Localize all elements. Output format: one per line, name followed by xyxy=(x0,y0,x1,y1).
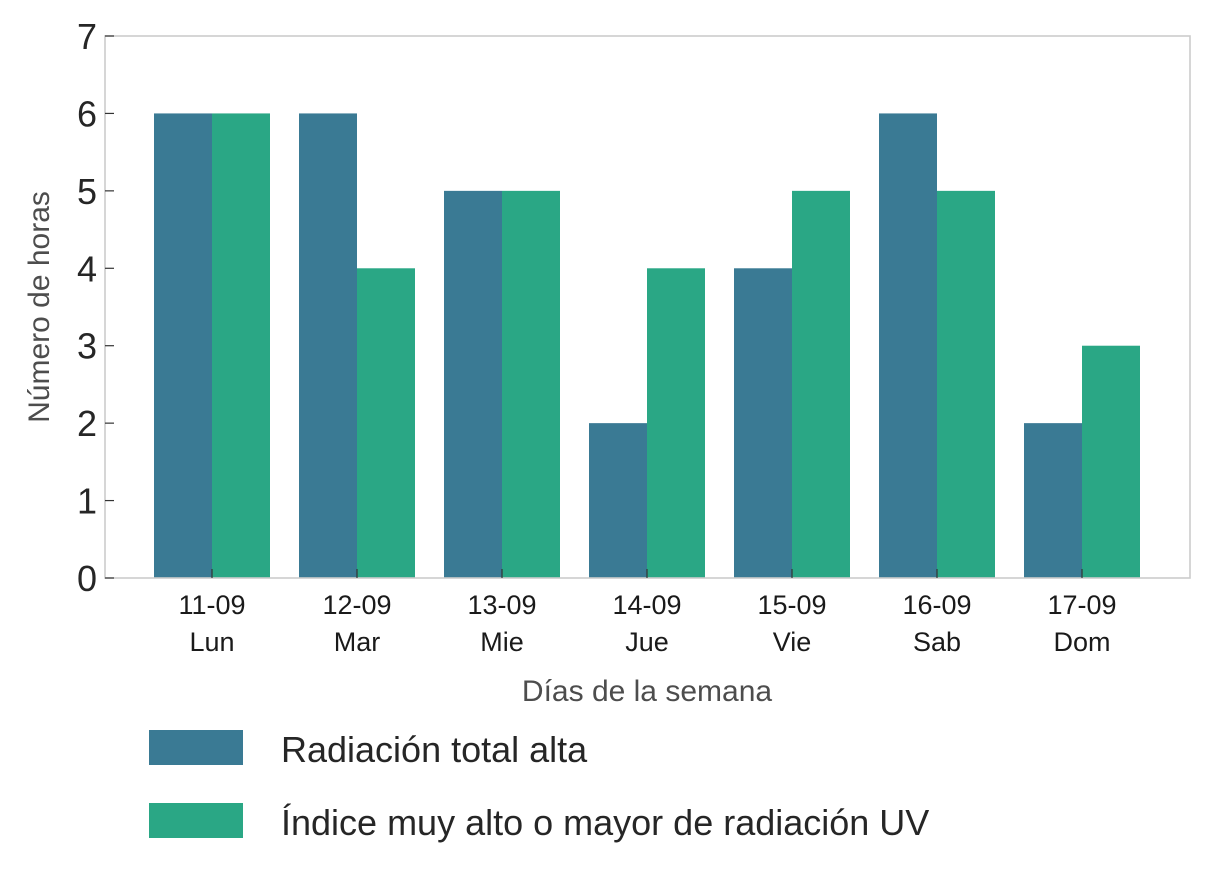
y-tick-label: 3 xyxy=(77,326,97,367)
bar-16-09-series-1 xyxy=(937,190,995,578)
legend: Radiación total alta Índice muy alto o ma… xyxy=(149,729,929,843)
legend-swatch xyxy=(149,803,243,838)
bar-15-09-series-0 xyxy=(734,268,792,578)
bar-15-09-series-1 xyxy=(792,190,850,578)
x-tick-label-day: Dom xyxy=(1053,627,1110,657)
bar-14-09-series-0 xyxy=(589,423,647,578)
legend-swatch xyxy=(149,730,243,765)
x-tick-label-date: 14-09 xyxy=(612,590,681,620)
legend-label: Radiación total alta xyxy=(281,729,588,770)
y-tick-label: 6 xyxy=(77,93,97,134)
x-tick-label-day: Sab xyxy=(913,627,961,657)
x-tick-label-day: Vie xyxy=(773,627,812,657)
x-tick-label-day: Jue xyxy=(625,627,669,657)
x-axis: 11-09 Lun 12-09 Mar 13-09 Mie 14-09 Jue 15-09 Vie… xyxy=(178,569,1117,657)
x-tick-label-date: 16-09 xyxy=(902,590,971,620)
bar-12-09-series-1 xyxy=(357,268,415,578)
x-tick-label-day: Mar xyxy=(334,627,381,657)
bars xyxy=(154,113,1140,578)
y-tick-label: 7 xyxy=(77,16,97,57)
bar-17-09-series-0 xyxy=(1024,423,1082,578)
y-axis: 0 1 2 3 4 5 6 7 xyxy=(77,16,114,599)
bar-11-09-series-1 xyxy=(212,113,270,578)
x-tick-label-day: Lun xyxy=(189,627,234,657)
bar-16-09-series-0 xyxy=(879,113,937,578)
bar-13-09-series-0 xyxy=(444,190,502,578)
bar-11-09-series-0 xyxy=(154,113,212,578)
legend-label: Índice muy alto o mayor de radiación UV xyxy=(281,802,929,843)
x-axis-label: Días de la semana xyxy=(522,675,772,708)
x-tick-label-day: Mie xyxy=(480,627,524,657)
x-tick-label-date: 17-09 xyxy=(1047,590,1116,620)
x-tick-label-date: 13-09 xyxy=(467,590,536,620)
y-tick-label: 1 xyxy=(77,481,97,522)
y-tick-label: 5 xyxy=(77,171,97,212)
bar-14-09-series-1 xyxy=(647,268,705,578)
bar-17-09-series-1 xyxy=(1082,345,1140,578)
x-tick-label-date: 11-09 xyxy=(178,590,245,620)
bar-13-09-series-1 xyxy=(502,190,560,578)
bar-12-09-series-0 xyxy=(299,113,357,578)
x-tick-label-date: 12-09 xyxy=(322,590,391,620)
y-tick-label: 4 xyxy=(77,248,97,289)
y-tick-label: 2 xyxy=(77,403,97,444)
y-axis-label: Número de horas xyxy=(23,191,56,423)
x-tick-label-date: 15-09 xyxy=(757,590,826,620)
y-tick-label: 0 xyxy=(77,558,97,599)
